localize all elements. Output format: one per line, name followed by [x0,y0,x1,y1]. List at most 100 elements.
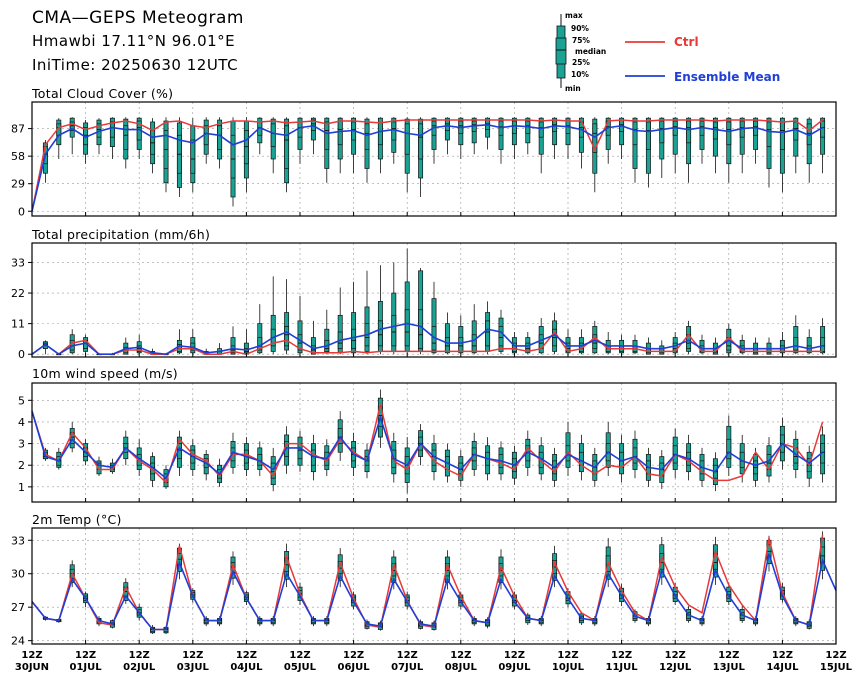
box-inner [351,328,357,350]
legend: max 90% 75% median 25% 10% min Ctrl Ensemble Mea… [555,11,780,93]
ensemble-mean-line [31,410,824,480]
panel-cloud: 0 29 58 87 [11,101,837,218]
panel-frame [31,382,837,503]
box-inner [217,125,223,150]
xtick-label-hour: 12Z [343,650,364,661]
ytick-label: 2 [18,459,25,472]
legend-box-inner [555,37,567,65]
box-inner [270,123,276,147]
xtick-label-hour: 12Z [557,650,578,661]
xtick-label-date: 02JUL [123,662,156,673]
ensemble-mean-line [31,123,823,212]
xtick-label-hour: 12Z [397,650,418,661]
xtick-label-date: 01JUL [70,662,103,673]
xtick-label-date: 30JUN [15,662,49,673]
box-inner [766,121,772,147]
box-inner [418,123,424,160]
header-init-time: IniTime: 20250630 12UTC [32,56,239,74]
box-inner [418,309,424,350]
box-inner [820,337,826,352]
box-inner [109,121,115,138]
header-title: CMA—GEPS Meteogram [32,8,244,28]
box-inner [377,122,383,146]
panel-precip: 0 11 22 33 [11,242,837,361]
legend-box-label: 25% [572,58,590,67]
panel-frame [31,242,837,358]
panel-frame [31,101,837,217]
header-location: Hmawbi 17.11°N 96.01°E [32,32,236,50]
xtick-label-date: 13JUL [713,662,746,673]
legend-ctrl-label: Ctrl [674,35,699,49]
xtick-label-hour: 12Z [21,650,42,661]
box-inner [645,121,651,150]
xtick-label-date: 07JUL [391,662,424,673]
ytick-label: 22 [11,287,25,300]
x-axis-labels: 12Z30JUN12Z01JUL12Z02JUL12Z03JUL12Z04JUL… [15,650,853,673]
ytick-label: 5 [18,394,25,407]
legend-box-label: 90% [571,24,589,33]
xtick-label-date: 08JUL [445,662,478,673]
xtick-label-hour: 12Z [504,650,525,661]
xtick-label-date: 03JUL [177,662,210,673]
xtick-label-hour: 12Z [129,650,150,661]
ytick-label: 0 [18,205,25,218]
panel-title-wind: 10m wind speed (m/s) [32,366,178,381]
box-inner [391,121,397,141]
legend-mean-label: Ensemble Mean [674,70,780,84]
box-inner [632,447,638,464]
xtick-label-date: 09JUL [498,662,531,673]
legend-box-label: 10% [571,70,589,79]
box-inner [726,121,732,146]
box-inner [190,139,196,174]
xtick-label-date: 14JUL [766,662,799,673]
box-inner [404,309,410,347]
box-inner [284,326,290,347]
box-inner [632,121,638,146]
box-inner [364,123,370,150]
ensemble-mean-line [31,553,837,631]
ytick-label: 0 [18,348,25,361]
box-inner [525,342,531,352]
xtick-label-hour: 12Z [75,650,96,661]
xtick-label-hour: 12Z [772,650,793,661]
ctrl-line [31,404,824,484]
ctrl-line [31,119,824,212]
box-inner [297,121,303,138]
box-inner [793,337,799,351]
box-inner [726,438,732,460]
box-inner [377,320,383,347]
ytick-label: 1 [18,481,25,494]
legend-box-label: 75% [572,36,590,45]
box-inner [498,326,504,347]
xtick-label-hour: 12Z [289,650,310,661]
box-inner [485,320,491,347]
box-inner [230,134,236,179]
ytick-label: 4 [18,416,25,429]
xtick-label-hour: 12Z [718,650,739,661]
ytick-label: 58 [11,150,25,163]
panel-frame [31,527,837,645]
box-inner [284,125,290,169]
xtick-label-hour: 12Z [450,650,471,661]
xtick-label-date: 10JUL [552,662,585,673]
ytick-label: 30 [11,568,25,581]
box-inner [471,334,477,352]
legend-box-label: max [565,11,583,20]
box-inner [779,121,785,150]
box-inner [511,342,517,352]
box-outer [806,337,812,354]
box-inner [511,120,517,134]
ytick-label: 27 [11,601,25,614]
box-inner [686,120,692,144]
ytick-label: 33 [11,256,25,269]
ytick-label: 24 [11,635,25,648]
xtick-label-date: 15JUL [820,662,853,673]
xtick-label-hour: 12Z [182,650,203,661]
box-inner [337,120,343,146]
ytick-label: 29 [11,178,25,191]
ytick-label: 33 [11,534,25,547]
xtick-label-date: 05JUL [284,662,317,673]
xtick-label-date: 06JUL [338,662,371,673]
xtick-label-date: 11JUL [606,662,639,673]
